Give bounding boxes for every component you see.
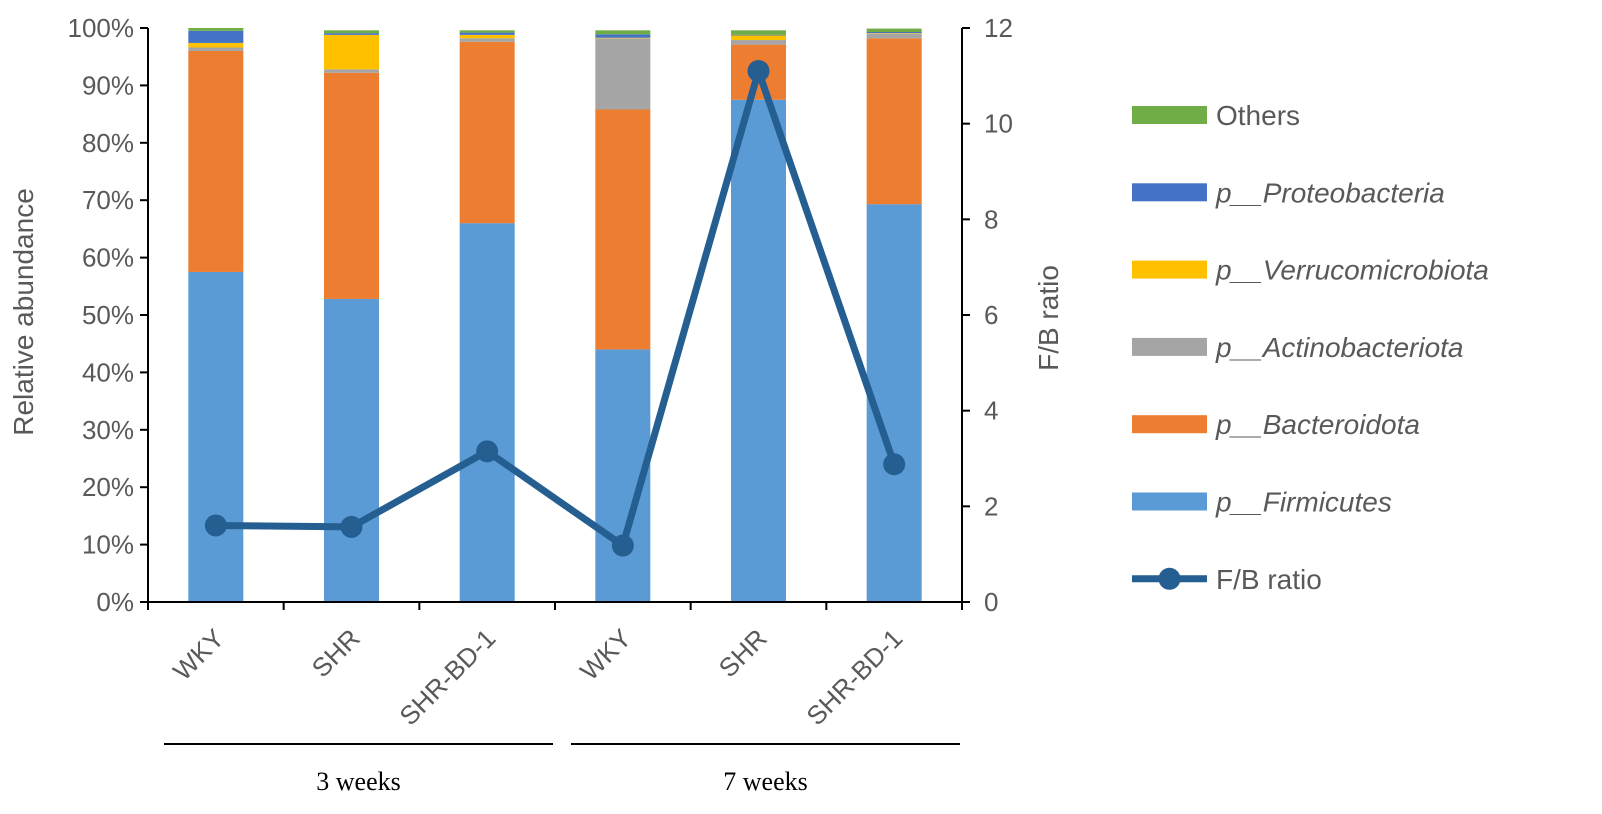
group-label: 7 weeks xyxy=(723,767,807,796)
fb-ratio-line xyxy=(204,60,906,557)
bar-segment-5-3 xyxy=(595,30,651,35)
legend-label: F/B ratio xyxy=(1216,564,1322,595)
legend-swatch xyxy=(1132,415,1207,434)
legend-label: Others xyxy=(1216,100,1300,131)
x-tick-label: SHR-BD-1 xyxy=(393,623,501,731)
fb-ratio-point-0 xyxy=(204,514,227,537)
y2-tick-label: 8 xyxy=(984,204,998,234)
bar-segment-3-4 xyxy=(731,35,786,41)
bar-segment-3-3 xyxy=(595,37,651,39)
y2-tick-label: 6 xyxy=(984,300,998,330)
bar-segment-2-2 xyxy=(459,38,515,42)
bar-segment-0-2 xyxy=(459,223,515,602)
legend: Others p__Proteobacteria p__Verrucomicrobi… xyxy=(1132,100,1489,595)
y-tick-label: 100% xyxy=(68,13,135,43)
bar-segment-0-1 xyxy=(324,298,379,602)
y2-tick-label: 10 xyxy=(984,109,1013,139)
bar-segment-1-0 xyxy=(188,50,244,272)
bar-segment-5-0 xyxy=(188,28,244,31)
fb-ratio-point-3 xyxy=(611,534,634,557)
y-tick-label: 50% xyxy=(82,300,134,330)
y-axis-title: Relative abundance xyxy=(8,188,39,436)
legend-swatch xyxy=(1132,260,1207,279)
bar-segment-3-1 xyxy=(324,34,379,70)
bar-segment-4-2 xyxy=(459,32,515,35)
bar-segment-2-1 xyxy=(324,69,379,73)
y2-tick-label: 0 xyxy=(984,587,998,617)
fb-ratio-point-2 xyxy=(476,440,499,463)
bar-segment-4-5 xyxy=(866,32,922,34)
legend-label: p__Proteobacteria xyxy=(1215,177,1445,208)
fb-ratio-polyline xyxy=(215,67,898,550)
legend-swatch xyxy=(1132,183,1207,202)
bar-segment-1-5 xyxy=(866,38,922,205)
y-tick-label: 20% xyxy=(82,472,134,502)
legend-swatch xyxy=(1132,106,1207,124)
x-tick-label: SHR-BD-1 xyxy=(800,623,908,731)
fb-ratio-point-1 xyxy=(340,515,363,538)
legend-swatch xyxy=(1132,337,1207,356)
legend-line-marker xyxy=(1158,567,1181,590)
y-tick-label: 80% xyxy=(82,128,134,158)
bar-segment-3-2 xyxy=(459,34,515,39)
bar-segment-2-0 xyxy=(188,47,244,51)
x-tick-label: SHR xyxy=(713,623,773,683)
bar-segment-4-1 xyxy=(324,33,379,35)
group-labels: 3 weeks 7 weeks xyxy=(164,743,960,796)
bar-segment-3-5 xyxy=(866,33,922,34)
y-tick-label: 90% xyxy=(82,70,134,100)
bar-segment-4-3 xyxy=(595,34,651,38)
bar-segment-5-1 xyxy=(324,30,379,34)
y2-tick-label: 4 xyxy=(984,396,998,426)
y-tick-label: 10% xyxy=(82,530,134,560)
legend-label: p__Firmicutes xyxy=(1215,487,1392,518)
fb-ratio-point-4 xyxy=(747,60,770,83)
bar-segment-2-4 xyxy=(731,40,786,45)
x-tick-label: WKY xyxy=(167,623,230,686)
group-label: 3 weeks xyxy=(316,767,400,796)
bar-segment-4-4 xyxy=(731,34,786,36)
bar-segment-2-5 xyxy=(866,33,922,39)
bar-segment-2-3 xyxy=(595,38,651,110)
y2-axis-title: F/B ratio xyxy=(1033,265,1064,371)
x-tick-label: WKY xyxy=(574,623,637,686)
y-tick-label: 60% xyxy=(82,243,134,273)
bar-segment-3-0 xyxy=(188,42,244,48)
bar-segment-5-5 xyxy=(866,28,922,33)
bar-segment-1-1 xyxy=(324,72,379,299)
axes xyxy=(140,27,970,610)
legend-swatch xyxy=(1132,492,1207,511)
bar-segment-1-3 xyxy=(595,109,651,350)
bar-segment-5-2 xyxy=(459,30,515,33)
y-tick-label: 30% xyxy=(82,415,134,445)
bar-segment-1-2 xyxy=(459,41,515,224)
bar-segment-4-0 xyxy=(188,30,244,43)
fb-ratio-point-5 xyxy=(883,453,906,476)
bar-segment-0-0 xyxy=(188,271,244,602)
stacked-bars xyxy=(188,28,922,602)
y2-tick-label: 12 xyxy=(984,13,1013,43)
legend-label: p__Actinobacteriota xyxy=(1215,332,1464,363)
x-tick-label: SHR xyxy=(306,623,366,683)
y-tick-label: 0% xyxy=(96,587,134,617)
legend-label: p__Bacteroidota xyxy=(1215,409,1420,440)
y-tick-label: 70% xyxy=(82,185,134,215)
bar-segment-0-4 xyxy=(731,99,786,602)
bar-segment-5-4 xyxy=(731,30,786,35)
y2-tick-label: 2 xyxy=(984,491,998,521)
y-tick-label: 40% xyxy=(82,357,134,387)
legend-label: p__Verrucomicrobiota xyxy=(1215,255,1489,286)
